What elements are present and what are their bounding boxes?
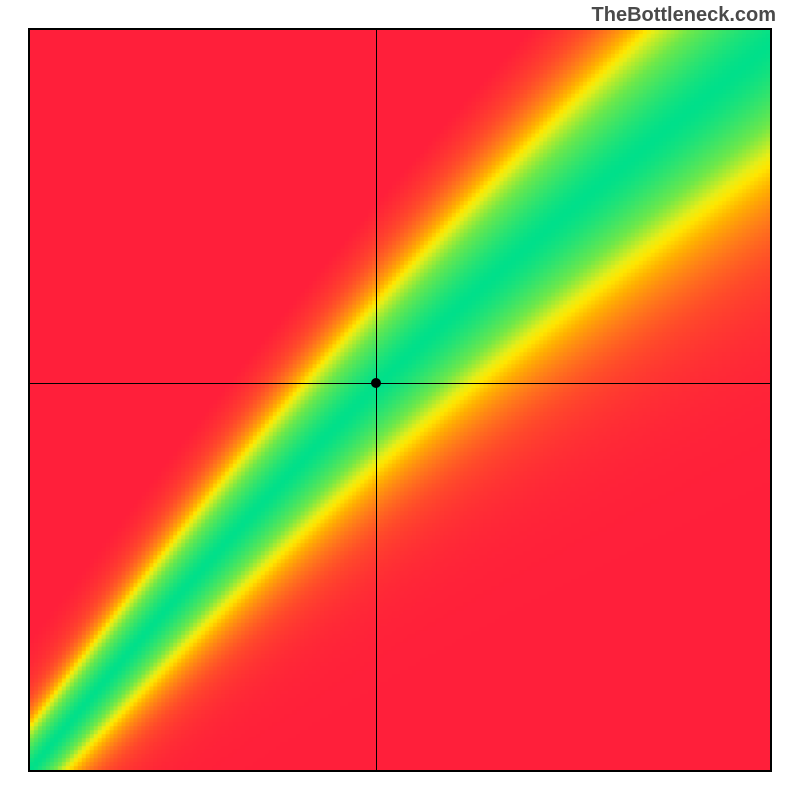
crosshair-vertical-line bbox=[376, 30, 377, 770]
crosshair-horizontal-line bbox=[30, 383, 770, 384]
watermark-text: TheBottleneck.com bbox=[592, 4, 776, 27]
heatmap-canvas bbox=[30, 30, 770, 770]
crosshair-dot bbox=[371, 378, 381, 388]
heatmap-plot bbox=[28, 28, 772, 772]
